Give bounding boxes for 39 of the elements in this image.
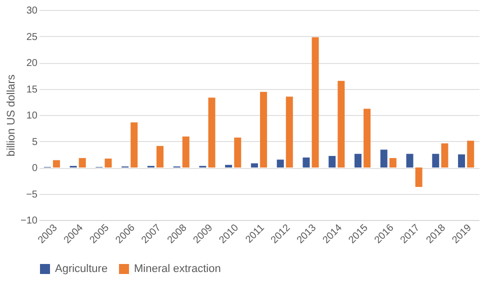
bar xyxy=(415,168,422,187)
y-tick-label: 15 xyxy=(26,84,38,96)
bar xyxy=(338,80,345,168)
bar xyxy=(302,158,310,168)
y-tick-label: −10 xyxy=(20,216,38,226)
y-tick-label: −5 xyxy=(26,189,38,200)
bar xyxy=(354,154,362,168)
y-tick-label: 20 xyxy=(26,58,38,69)
bar xyxy=(234,138,242,168)
bar xyxy=(467,140,474,168)
bar xyxy=(380,150,388,168)
y-tick-label: 25 xyxy=(26,32,38,43)
bar xyxy=(260,92,268,168)
y-tick-label: 5 xyxy=(32,136,38,148)
bar xyxy=(458,154,466,168)
bar xyxy=(78,158,86,168)
y-axis-title: billion US dollars xyxy=(6,74,18,156)
bar xyxy=(441,143,448,168)
y-tick-label: 0 xyxy=(32,163,38,174)
bar xyxy=(432,154,440,168)
bar xyxy=(389,158,396,168)
bar xyxy=(182,136,190,168)
bar xyxy=(312,37,319,168)
y-tick-label: 30 xyxy=(26,6,38,16)
bar xyxy=(104,158,112,168)
bar xyxy=(286,96,293,168)
bar xyxy=(276,160,284,168)
bar xyxy=(156,146,164,168)
legend-label: Mineral extraction xyxy=(134,263,221,275)
bar xyxy=(406,154,414,168)
bar xyxy=(130,122,138,168)
bar xyxy=(250,163,258,168)
bar xyxy=(328,156,336,168)
bar xyxy=(208,98,216,168)
bar xyxy=(225,164,232,168)
bar xyxy=(52,160,60,168)
y-tick-label: 10 xyxy=(26,110,38,122)
bar xyxy=(364,108,371,168)
legend-label: Agriculture xyxy=(55,263,108,275)
